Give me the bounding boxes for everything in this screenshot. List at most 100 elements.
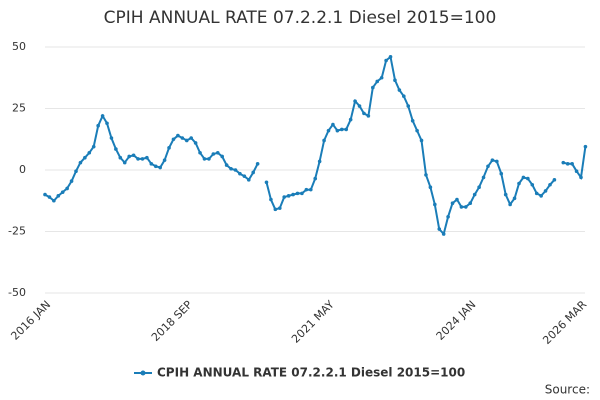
point [242, 174, 247, 178]
point [437, 227, 442, 231]
point [317, 159, 322, 164]
y-tick-label: 25 [12, 102, 26, 115]
point [176, 133, 180, 138]
point [570, 162, 574, 166]
point [207, 157, 211, 161]
point [490, 158, 495, 162]
point [455, 197, 459, 202]
point [304, 187, 309, 192]
series-line [44, 54, 587, 237]
x-tick-label: 2026 MAR [540, 298, 589, 347]
point [47, 195, 52, 199]
point [215, 150, 220, 155]
point [189, 136, 193, 140]
point [526, 176, 530, 181]
point [357, 104, 362, 108]
point [149, 162, 154, 166]
point [384, 58, 388, 63]
point [415, 128, 419, 133]
point [233, 168, 238, 172]
point [339, 127, 344, 132]
point [220, 154, 224, 159]
point [43, 192, 47, 197]
point [348, 117, 353, 122]
point [450, 201, 455, 206]
point [472, 192, 477, 197]
point [83, 155, 87, 160]
point [136, 157, 140, 161]
point [397, 88, 402, 92]
x-tick-label: 2024 JAN [434, 298, 479, 343]
point [464, 205, 468, 209]
point [548, 182, 552, 187]
point [552, 178, 557, 182]
point [406, 104, 411, 108]
y-tick-label: 0 [19, 163, 26, 176]
point [180, 136, 185, 140]
y-tick-label: -25 [8, 225, 26, 238]
point [78, 160, 83, 165]
point [184, 138, 189, 143]
point [198, 150, 202, 155]
point [468, 201, 473, 206]
point [171, 137, 176, 142]
point [246, 178, 251, 182]
point [335, 128, 340, 133]
point [300, 191, 304, 196]
point [100, 114, 105, 118]
point [269, 197, 273, 202]
point [583, 144, 588, 149]
point [118, 155, 123, 160]
point [162, 158, 167, 162]
y-tick-label: 50 [12, 40, 26, 53]
y-tick-label: -50 [8, 286, 26, 299]
point [56, 194, 61, 198]
point [322, 138, 326, 143]
point [393, 78, 397, 83]
point [530, 182, 535, 187]
point [140, 157, 145, 161]
point [331, 122, 335, 127]
point [517, 181, 521, 186]
point [167, 146, 171, 150]
point [264, 180, 269, 185]
point [419, 138, 424, 143]
point [428, 185, 433, 190]
point [344, 127, 349, 132]
point [371, 85, 375, 90]
point [277, 206, 282, 210]
point [105, 121, 109, 126]
point [153, 164, 158, 169]
point [238, 171, 242, 176]
point [424, 173, 428, 177]
point [539, 194, 543, 198]
point [388, 55, 393, 59]
point [87, 150, 92, 155]
point [379, 75, 384, 80]
point [65, 186, 69, 191]
point [131, 153, 136, 158]
point [512, 196, 517, 201]
point [521, 175, 526, 180]
point [477, 185, 481, 190]
point [441, 232, 446, 236]
point [313, 176, 318, 181]
point [353, 99, 357, 103]
point [433, 202, 437, 207]
chart-title: CPIH ANNUAL RATE 07.2.2.1 Diesel 2015=10… [104, 8, 497, 28]
point [495, 159, 499, 164]
point [109, 136, 114, 140]
point [543, 189, 548, 193]
point [499, 171, 504, 176]
point [158, 165, 162, 170]
legend-marker [140, 370, 146, 376]
point [574, 169, 579, 174]
point [579, 175, 583, 180]
source: Source: [545, 383, 590, 397]
point [362, 111, 366, 116]
point [459, 205, 464, 209]
point [273, 207, 278, 212]
point [96, 123, 100, 128]
point [60, 190, 65, 194]
